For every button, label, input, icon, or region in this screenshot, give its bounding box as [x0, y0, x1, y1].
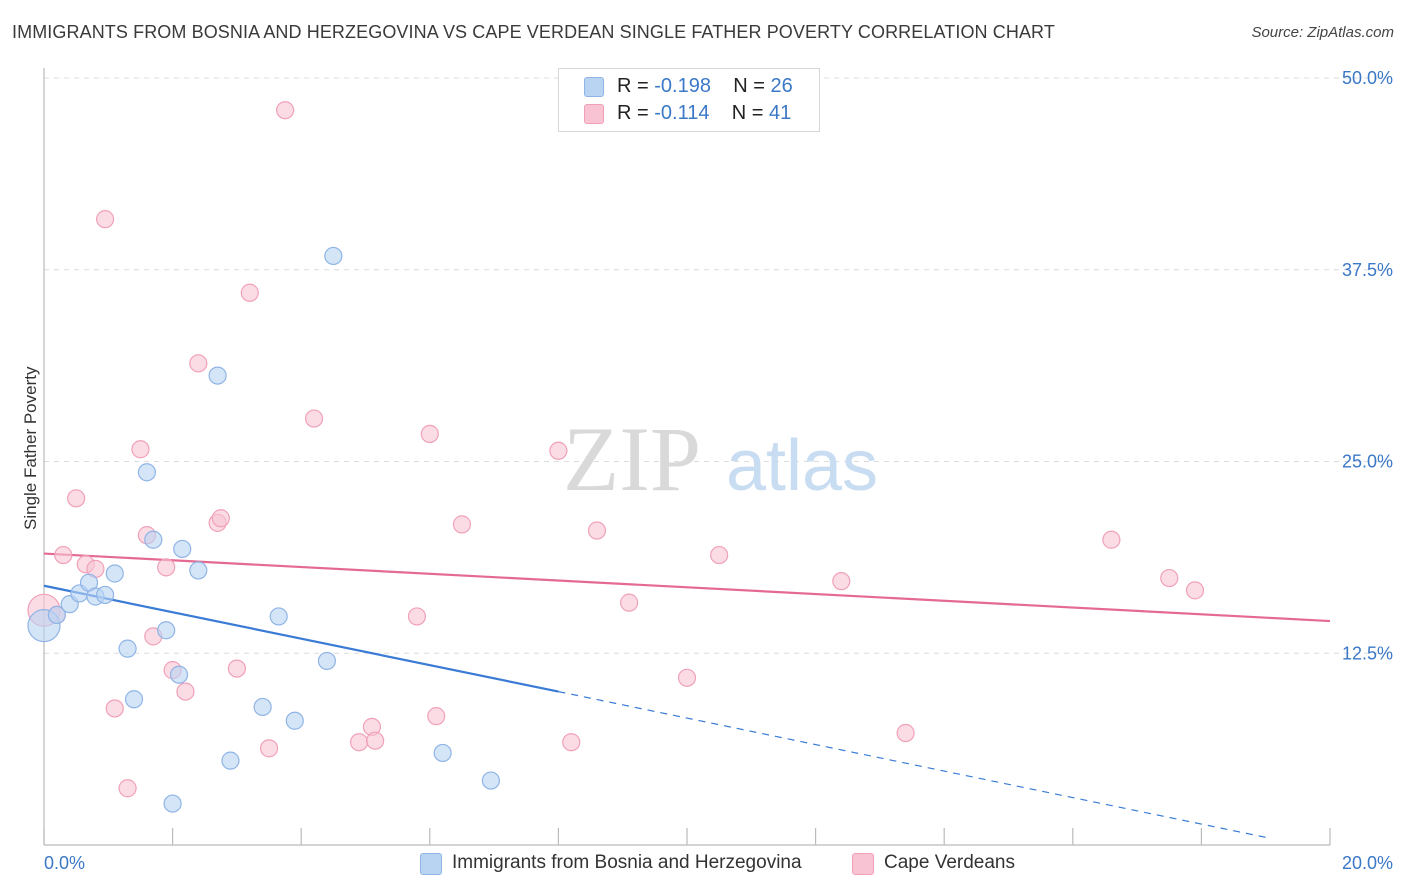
trend-line-capeverde [43, 552, 1331, 623]
legend-swatch-pink [584, 104, 604, 124]
point-bosnia [163, 794, 182, 813]
trend-lines [43, 552, 1331, 838]
point-capeverde [95, 210, 115, 229]
legend-n-label: N = [733, 75, 765, 97]
point-capeverde [227, 659, 246, 678]
point-bosnia [324, 246, 343, 266]
y-tick-label: 25.0% [1342, 452, 1393, 472]
point-bosnia [317, 651, 337, 671]
point-capeverde [549, 441, 568, 460]
point-capeverde [349, 733, 369, 752]
point-capeverde [1185, 581, 1205, 600]
legend-label-capeverde: Cape Verdeans [884, 852, 1015, 873]
point-capeverde [211, 509, 230, 528]
legend-r-value: -0.198 [654, 75, 711, 97]
y-tick-label: 12.5% [1342, 643, 1393, 663]
watermark-atlas: atlas [726, 426, 878, 506]
y-tick-label: 37.5% [1342, 260, 1393, 280]
tick-labels: 12.5% 25.0% 37.5% 50.0% 0.0% 20.0% [44, 68, 1393, 873]
point-bosnia [157, 621, 176, 640]
point-capeverde [427, 707, 446, 726]
point-bosnia [137, 463, 156, 482]
point-capeverde [1160, 568, 1179, 588]
legend-swatch-pink [852, 853, 874, 875]
point-capeverde [189, 354, 208, 373]
point-capeverde [896, 723, 915, 743]
point-bosnia [118, 639, 137, 658]
point-bosnia [173, 539, 192, 559]
point-capeverde [587, 521, 607, 540]
point-capeverde [118, 779, 137, 798]
y-tick-label: 50.0% [1342, 68, 1393, 88]
point-capeverde [131, 440, 150, 459]
point-capeverde [407, 607, 427, 626]
legend-r-label: R = [617, 75, 649, 97]
chart-title: IMMIGRANTS FROM BOSNIA AND HERZEGOVINA V… [12, 22, 1055, 42]
point-capeverde [176, 682, 195, 701]
gridlines [44, 77, 1394, 654]
stats-legend: R = -0.198 N = 26 R = -0.114 N = 41 [558, 68, 820, 132]
point-bosnia [144, 530, 163, 549]
point-capeverde [710, 545, 729, 565]
legend-n-label: N = [731, 102, 764, 124]
legend-n-value: 41 [768, 102, 792, 124]
legend-n-value: 26 [770, 75, 793, 97]
point-bosnia [124, 690, 144, 709]
series-legend: Immigrants from Bosnia and Herzegovina C… [0, 852, 1406, 878]
point-bosnia [481, 771, 500, 790]
trend-line-bosnia [43, 584, 559, 693]
point-capeverde [54, 545, 73, 565]
legend-swatch-blue [420, 853, 442, 875]
point-capeverde [562, 733, 581, 752]
point-bosnia [105, 564, 124, 583]
source-label: Source: ZipAtlas.com [1251, 24, 1394, 41]
watermark: ZIP atlas [563, 408, 878, 510]
point-capeverde [832, 572, 851, 591]
point-capeverde [240, 283, 259, 302]
point-capeverde [276, 101, 295, 120]
point-bosnia [269, 607, 288, 626]
point-bosnia [433, 743, 452, 763]
point-capeverde [105, 699, 124, 718]
legend-label-bosnia: Immigrants from Bosnia and Herzegovina [452, 852, 802, 873]
point-bosnia [47, 605, 66, 625]
x-tick-label: 0.0% [44, 853, 85, 873]
point-capeverde [677, 668, 697, 687]
point-capeverde [157, 558, 176, 577]
point-capeverde [304, 409, 324, 428]
legend-r-value: -0.114 [654, 102, 710, 124]
point-capeverde [1102, 530, 1121, 549]
point-bosnia [169, 665, 189, 684]
point-capeverde [67, 489, 86, 508]
watermark-zip: ZIP [563, 408, 701, 510]
legend-r-label: R = [617, 102, 649, 124]
point-bosnia [208, 366, 227, 385]
point-bosnia [189, 561, 208, 580]
point-capeverde [366, 731, 385, 750]
point-capeverde [259, 739, 279, 758]
trend-line-bosnia-extrapolated [558, 691, 1266, 838]
point-capeverde [620, 593, 639, 612]
x-tick-label: 20.0% [1342, 853, 1393, 873]
point-bosnia [253, 697, 272, 717]
point-capeverde [420, 424, 439, 443]
axes [43, 68, 1331, 846]
point-bosnia [95, 585, 115, 605]
point-bosnia [285, 711, 304, 730]
data-points [27, 101, 1205, 813]
point-bosnia [221, 751, 240, 770]
legend-swatch-blue [584, 77, 604, 97]
point-capeverde [452, 515, 472, 534]
